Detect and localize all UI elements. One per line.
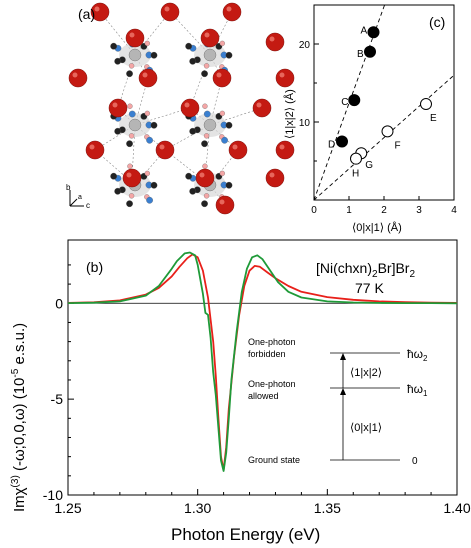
forbidden-label-line1: One-photon: [248, 337, 296, 347]
panel-b-chart: 1.25 1.30 1.35 1.40 0 -5 -10 (b) [Ni(chxn)2Br]…: [10, 239, 471, 544]
x-tick-label: 1.30: [184, 500, 211, 516]
panel-c-fit-lines: [313, 4, 455, 201]
y-tick-label: -10: [43, 487, 63, 503]
compound-formula: [Ni(chxn)2Br]Br2: [316, 260, 415, 280]
panel-b-frame: [67, 239, 458, 496]
panel-b-curves: [67, 251, 458, 472]
point-label: C: [341, 97, 348, 108]
x-tick-label: 1.25: [54, 500, 81, 516]
data-point-B: [364, 45, 376, 58]
energy-level-diagram: ⟨1|x|2⟩ ⟨0|x|1⟩ ħω2 ħω1 0 One-photon for…: [248, 337, 428, 467]
arrowhead-icon: [340, 353, 346, 360]
panel-a-label: (a): [78, 6, 95, 22]
x-tick-label: 4: [451, 205, 457, 216]
y-tick-label: 10: [299, 118, 311, 129]
point-label: H: [352, 169, 359, 180]
x-tick-label: 1.35: [314, 500, 341, 516]
allowed-label-line1: One-photon: [248, 379, 296, 389]
y-tick-label: -5: [51, 391, 64, 407]
axis-b-label: b: [66, 183, 71, 192]
level-0-label: 0: [412, 456, 418, 467]
panel-c-ticks: 0 1 2 3 4 10 20: [299, 40, 457, 216]
axis-c-label: c: [86, 201, 90, 210]
x-tick-label: 2: [381, 205, 387, 216]
matrix-element-12: ⟨1|x|2⟩: [350, 367, 382, 379]
panel-c-ylabel: ⟨1|x|2⟩ (Å): [283, 89, 296, 139]
point-label: F: [395, 140, 401, 151]
crystal-structure-panel: (a) b a c: [66, 2, 295, 215]
data-point-E: [420, 98, 432, 111]
panel-c-xlabel: ⟨0|x|1⟩ (Å): [352, 221, 402, 234]
point-label: B: [357, 49, 364, 60]
matrix-element-01: ⟨0|x|1⟩: [350, 422, 382, 434]
panel-c-frame: [313, 4, 455, 201]
spectrum-curve-red: [67, 253, 458, 471]
data-point-H: [350, 152, 362, 165]
x-tick-label: 0: [311, 205, 317, 216]
data-point-C: [348, 94, 361, 107]
point-label: A: [361, 25, 368, 36]
forbidden-label-line2: forbidden: [248, 349, 286, 359]
panel-b-ylabel: Imχ(3) (-ω;0,0,ω) (10-5 e.s.u.): [10, 323, 28, 512]
panel-c-points: A B C D E F GH: [328, 25, 437, 179]
arrowhead-icon: [340, 388, 346, 395]
x-tick-label: 1.40: [443, 500, 470, 516]
point-label: E: [430, 113, 437, 124]
point-label: G: [365, 160, 373, 171]
data-point-A: [367, 26, 380, 39]
panel-b-ticks: 1.25 1.30 1.35 1.40 0 -5 -10: [43, 264, 471, 516]
x-tick-label: 3: [416, 205, 422, 216]
panel-c-label: (c): [429, 14, 445, 30]
data-point-F: [381, 125, 394, 138]
crystal-axes-icon: b a c: [66, 183, 90, 210]
fit-line: [313, 74, 455, 201]
y-tick-label: 0: [55, 295, 63, 311]
point-label: D: [328, 140, 335, 151]
crystal-structure-image: [68, 2, 295, 215]
level-2-label: ħω2: [407, 347, 428, 363]
level-1-label: ħω1: [407, 382, 428, 398]
x-tick-label: 1: [346, 205, 352, 216]
axis-a-label: a: [78, 194, 82, 201]
ground-state-label: Ground state: [248, 455, 300, 465]
panel-b-label: (b): [86, 259, 103, 275]
y-tick-label: 20: [299, 40, 311, 51]
data-point-D: [336, 135, 348, 148]
spectrum-curve-green: [67, 251, 458, 472]
allowed-label-line2: allowed: [248, 391, 279, 401]
panel-b-xlabel: Photon Energy (eV): [171, 525, 320, 544]
panel-c-chart: 0 1 2 3 4 10 20 A B C D E F GH (c) ⟨0|x|1⟩ (Å) ⟨1|x|…: [283, 4, 457, 234]
temperature-label: 77 K: [355, 280, 384, 296]
